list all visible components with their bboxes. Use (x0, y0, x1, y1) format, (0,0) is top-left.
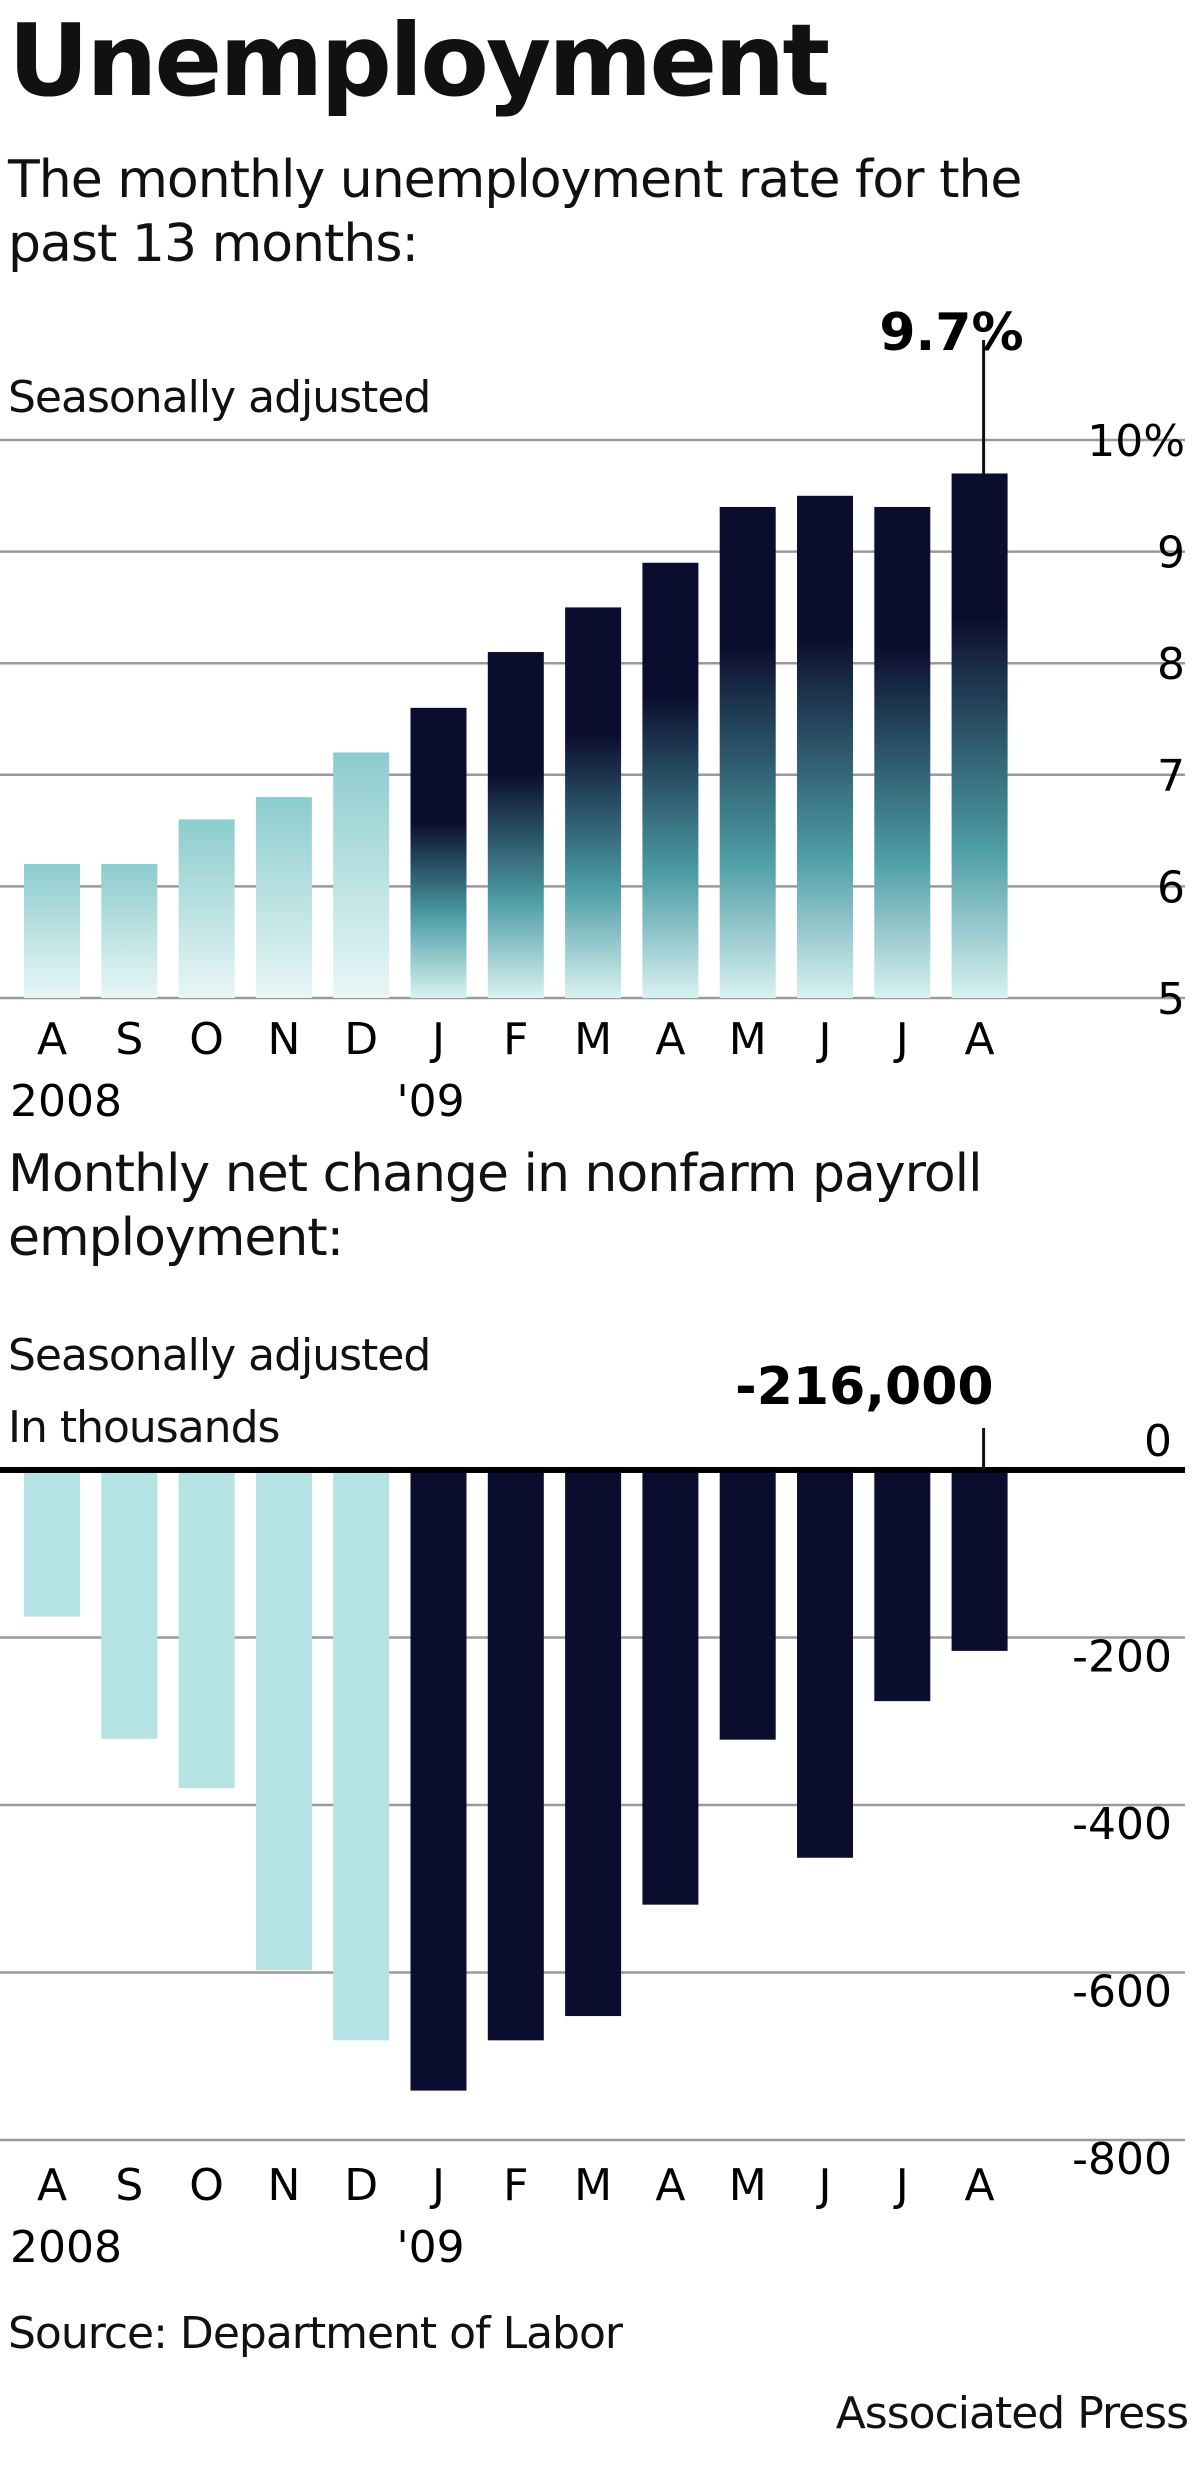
x-tick-label: D (344, 2160, 378, 2211)
x-tick-label: O (189, 1014, 224, 1065)
x-tick-label: A (37, 2160, 67, 2211)
y-tick-label: 5 (1157, 974, 1185, 1025)
highlight-label: 9.7% (879, 303, 1023, 363)
bar (255, 797, 312, 998)
x-tick-label: M (729, 1014, 767, 1065)
bar (874, 506, 931, 998)
x-tick-label: M (574, 2160, 612, 2211)
chart1-subtitle: Seasonally adjusted (8, 372, 431, 423)
bar (642, 562, 699, 998)
bar (797, 495, 853, 998)
x-tick-label: J (429, 2160, 445, 2211)
x-tick-label: S (115, 2160, 143, 2211)
bar (951, 1473, 1008, 1651)
bar (410, 707, 467, 998)
bar (101, 1473, 158, 1739)
year-label: 2008 (10, 2222, 122, 2273)
x-tick-label: N (267, 1014, 300, 1065)
bar (24, 1473, 80, 1617)
x-tick-label: D (344, 1014, 378, 1065)
highlight-label: -216,000 (735, 1357, 993, 1417)
y-tick-label: -200 (1072, 1632, 1172, 1683)
main-title: Unemployment (8, 2, 830, 119)
bar (333, 752, 390, 998)
x-tick-label: F (503, 1014, 528, 1065)
year-label: '09 (397, 2222, 465, 2273)
chart2-title: Monthly net change in nonfarm payroll em… (8, 1144, 983, 1269)
chart2-subtitle: Seasonally adjusted (8, 1330, 431, 1381)
bar (565, 1473, 622, 2017)
bar (178, 819, 235, 998)
y-tick-label: -600 (1072, 1967, 1172, 2018)
x-tick-label: J (893, 2160, 909, 2211)
x-tick-label: S (115, 1014, 143, 1065)
y-tick-label: 9 (1157, 528, 1185, 579)
y-tick-label: -800 (1072, 2134, 1172, 2185)
x-tick-label: J (816, 2160, 832, 2211)
y-tick-label: 7 (1157, 751, 1185, 802)
bar (719, 1473, 776, 1740)
x-tick-label: A (965, 2160, 995, 2211)
chart1-title: The monthly unemployment rate for the pa… (8, 150, 1022, 275)
bar (101, 864, 158, 998)
x-tick-label: A (965, 1014, 995, 1065)
x-tick-label: J (429, 1014, 445, 1065)
y-tick-label: -400 (1072, 1799, 1172, 1850)
x-tick-label: J (893, 1014, 909, 1065)
bar (565, 607, 622, 998)
bar (333, 1473, 390, 2041)
bar (24, 864, 80, 998)
credit-line: Associated Press (835, 2388, 1189, 2439)
bar (487, 652, 544, 998)
bar (178, 1473, 235, 1789)
bar (797, 1473, 853, 1858)
x-tick-label: J (816, 1014, 832, 1065)
x-tick-label: F (503, 2160, 528, 2211)
chart2-units: In thousands (8, 1402, 280, 1453)
bar (410, 1473, 467, 2091)
year-label: '09 (397, 1076, 465, 1127)
x-tick-label: A (37, 1014, 67, 1065)
x-tick-label: M (729, 2160, 767, 2211)
year-label: 2008 (10, 1076, 122, 1127)
bar (642, 1473, 699, 1905)
bar (951, 473, 1008, 998)
bar (487, 1473, 544, 2041)
y-tick-label: 10% (1087, 416, 1185, 467)
x-tick-label: A (655, 1014, 685, 1065)
y-tick-label: 0 (1144, 1416, 1172, 1467)
x-tick-label: M (574, 1014, 612, 1065)
bar (874, 1473, 931, 1702)
x-tick-label: A (655, 2160, 685, 2211)
x-tick-label: O (189, 2160, 224, 2211)
y-tick-label: 6 (1157, 862, 1185, 913)
y-tick-label: 8 (1157, 639, 1185, 690)
x-tick-label: N (267, 2160, 300, 2211)
bar (255, 1473, 312, 1970)
bar (719, 506, 776, 998)
source-note: Source: Department of Labor (8, 2308, 623, 2359)
